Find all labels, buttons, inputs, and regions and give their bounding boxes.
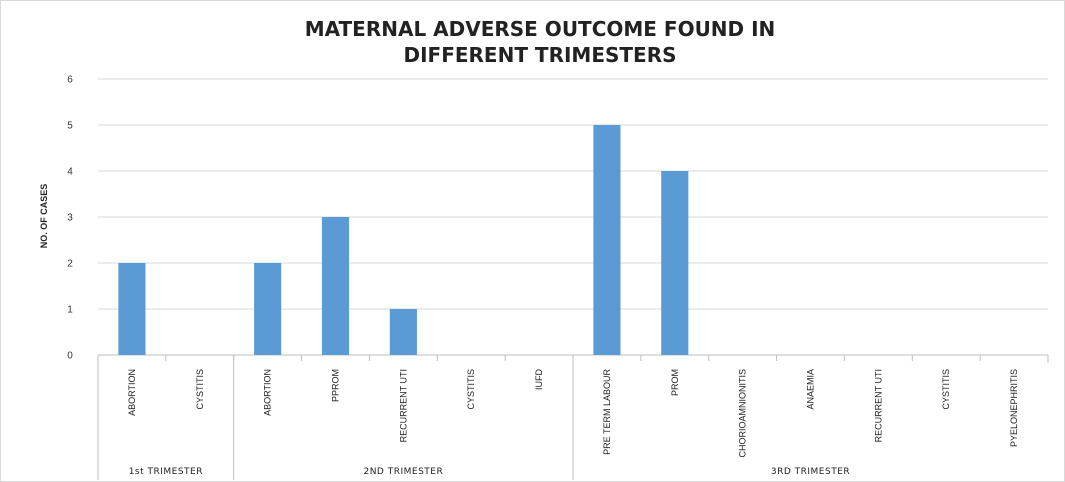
x-tick-label: PYELONEPHRITIS — [1009, 369, 1019, 447]
y-tick-label: 3 — [67, 213, 73, 224]
y-tick-label: 5 — [67, 121, 73, 132]
bars — [118, 125, 689, 355]
y-tick-label: 1 — [67, 305, 73, 316]
chart-title-line-2: DIFFERENT TRIMESTERS — [404, 43, 677, 67]
x-tick-label: ABORTION — [263, 369, 273, 416]
y-axis-label: NO. OF CASES — [39, 184, 49, 249]
x-tick-label: CHORIOAMNIONITIS — [738, 369, 748, 458]
y-tick-label: 6 — [67, 75, 73, 86]
x-tick-label: RECURRENT UTI — [873, 369, 883, 442]
bar — [321, 217, 350, 355]
group-label: 1st TRIMESTER — [129, 467, 203, 477]
x-tick-label: ANAEMIA — [806, 369, 816, 410]
group-labels: 1st TRIMESTER 2ND TRIMESTER 3RD TRIMESTER — [129, 467, 850, 477]
x-tick-label: IUFD — [534, 369, 544, 390]
bar — [661, 171, 689, 355]
y-tick-label: 4 — [67, 167, 73, 178]
bar — [389, 309, 417, 355]
bar — [118, 263, 146, 355]
x-tick-labels: ABORTION CYSTITIS ABORTION PPROM RECURRENT U… — [127, 369, 1019, 458]
bar — [593, 125, 621, 355]
y-tick-label: 2 — [67, 259, 73, 270]
x-tick-label: CYSTITIS — [466, 369, 476, 410]
x-tick-label: PRE TERM LABOUR — [602, 369, 612, 455]
chart-title-line-1: MATERNAL ADVERSE OUTCOME FOUND IN — [305, 17, 776, 41]
group-label: 3RD TRIMESTER — [771, 467, 850, 477]
x-tick-label: PPROM — [331, 369, 341, 402]
group-separators — [97, 355, 1049, 480]
x-tick-label: ABORTION — [127, 369, 137, 416]
bar — [254, 263, 282, 355]
x-tick-label: PROM — [670, 369, 680, 396]
x-tick-label: RECURRENT UTI — [398, 369, 408, 442]
y-tick-labels: 0 1 2 3 4 5 6 — [67, 75, 73, 362]
y-tick-label: 0 — [67, 351, 73, 362]
x-tick-label: CYSTITIS — [941, 369, 951, 410]
x-tick-label: CYSTITIS — [195, 369, 205, 410]
group-label: 2ND TRIMESTER — [363, 467, 443, 477]
